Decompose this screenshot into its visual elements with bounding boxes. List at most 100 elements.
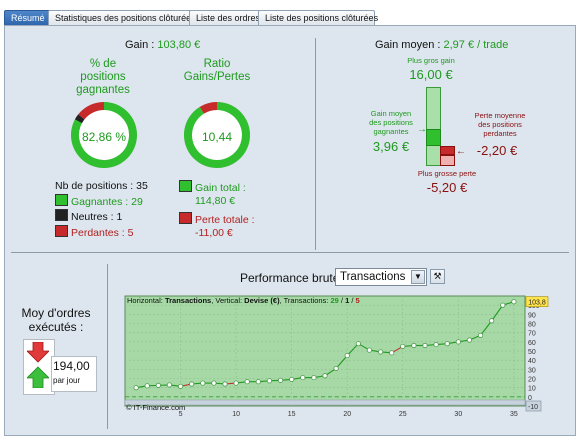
- orders-title: Moy d'ordres exécutés :: [21, 306, 91, 334]
- y-tick-label: 70: [528, 331, 536, 338]
- avg-loss-value: -2,20 €: [476, 143, 518, 158]
- data-point: [444, 341, 450, 347]
- avg-loss-label: Perte moyenne des positions perdantes: [474, 111, 526, 138]
- chart-scrollbar: [124, 399, 526, 406]
- data-point: [511, 299, 517, 305]
- total-gain-label: Gain total :: [195, 182, 246, 194]
- y-tick-label: 40: [528, 358, 536, 365]
- gain-summary: Gain : 103,80 €: [125, 39, 200, 51]
- vertical-divider: [315, 38, 316, 250]
- chevron-down-icon[interactable]: ▼: [411, 270, 425, 284]
- total-loss-value: -11,00 €: [195, 227, 233, 239]
- data-point: [177, 383, 184, 389]
- data-point: [144, 383, 150, 389]
- total-gain-value: 114,80 €: [195, 195, 236, 207]
- data-point: [311, 374, 317, 381]
- performance-select[interactable]: Transactions ▼: [335, 268, 427, 286]
- y-tick-label: 60: [528, 340, 536, 347]
- series-segment: [491, 304, 504, 322]
- tab-closed-positions-list[interactable]: Liste des positions clôturées: [258, 10, 378, 25]
- positions-legend: Nb de positions : 35 Gagnantes : 29 Neut…: [55, 180, 148, 240]
- x-tick-label: 30: [454, 411, 462, 418]
- last-value-tag: [525, 296, 549, 307]
- data-point: [422, 342, 428, 349]
- data-point: [222, 381, 228, 387]
- last-value-label: 103,8: [528, 300, 546, 307]
- win-pct-title: % de positions gagnantes: [76, 58, 130, 96]
- avg-gain-bar: [426, 129, 441, 146]
- series-segment: [346, 343, 359, 356]
- donut-loss-segment: [199, 102, 218, 114]
- data-point: [289, 376, 295, 383]
- data-point: [355, 341, 361, 347]
- positions-count: Nb de positions : 35: [55, 180, 148, 192]
- y-tick-label: 10: [528, 386, 536, 393]
- ratio-value: 10,44: [201, 130, 233, 144]
- losing-count: Perdantes : 5: [71, 226, 134, 239]
- series-segment: [335, 355, 348, 369]
- neg-value-tag: [525, 400, 542, 412]
- data-point: [455, 339, 461, 345]
- y-tick-label: 30: [528, 367, 536, 374]
- summary-panel: Gain : 103,80 € % de positions gagnantes…: [4, 25, 576, 436]
- x-tick-label: 10: [232, 411, 240, 418]
- donut-neutral-segment: [74, 114, 85, 124]
- donut-gain-segment: [184, 102, 250, 168]
- win-pct-value: 82,86 %: [81, 130, 127, 144]
- data-point: [377, 349, 384, 355]
- biggest-gain-bar: [426, 87, 441, 166]
- x-tick-label: 15: [288, 411, 296, 418]
- data-point: [133, 385, 139, 391]
- neg-value-label: -10: [528, 404, 538, 411]
- biggest-loss-bar: [440, 155, 455, 166]
- avg-gain-value: 2,97 € / trade: [443, 39, 509, 51]
- data-point: [366, 347, 373, 353]
- x-tick-label: 35: [510, 411, 518, 418]
- x-tick-label: 20: [343, 411, 351, 418]
- winning-swatch: [55, 193, 68, 206]
- orders-value-box: [51, 356, 97, 392]
- avg-loss-arrow-icon: ←: [456, 146, 466, 157]
- y-tick-label: 90: [528, 312, 536, 319]
- data-point: [255, 379, 261, 385]
- biggest-gain-label: Plus gros gain: [407, 56, 455, 65]
- orders-value: 194,00: [53, 359, 90, 373]
- data-point: [433, 341, 439, 348]
- horizontal-divider: [11, 252, 569, 253]
- neutral-count: Neutres : 1: [71, 211, 123, 223]
- data-point: [244, 379, 250, 385]
- data-point: [155, 382, 161, 388]
- data-point: [333, 365, 339, 372]
- winning-count: Gagnantes : 29: [71, 195, 143, 208]
- settings-wrench-icon[interactable]: ⚒: [430, 269, 445, 284]
- data-point: [400, 343, 406, 350]
- avg-loss-bar: [440, 146, 455, 155]
- biggest-loss-value: -5,20 €: [426, 180, 468, 195]
- ratio-title: Ratio Gains/Pertes: [183, 58, 251, 83]
- data-point: [266, 378, 273, 384]
- data-point: [233, 380, 239, 386]
- donut-loss-segment: [78, 102, 105, 120]
- data-point: [411, 342, 417, 349]
- data-point: [389, 350, 395, 356]
- y-tick-label: 80: [528, 322, 536, 329]
- performance-select-value: Transactions: [340, 271, 406, 283]
- y-tick-label: 20: [528, 377, 536, 384]
- tab-orders-list[interactable]: Liste des ordres: [189, 10, 265, 25]
- data-point: [277, 377, 284, 383]
- avg-win-value: 3,96 €: [372, 139, 410, 154]
- chart-info: Horizontal: Transactions, Vertical: Devi…: [127, 296, 360, 305]
- neutral-swatch: [55, 209, 68, 221]
- total-gain-swatch: [179, 180, 192, 192]
- series-segment: [480, 320, 493, 336]
- data-point: [489, 318, 495, 324]
- ratio-donut: [184, 102, 250, 168]
- tab-closed-positions-stats[interactable]: Statistiques des positions clôturées: [48, 10, 196, 25]
- chart-copyright: © IT-Finance.com: [126, 403, 186, 412]
- avg-gain-arrow-icon: →: [417, 124, 427, 135]
- data-point: [300, 374, 306, 381]
- data-point: [322, 373, 328, 379]
- donut-win-segment: [71, 102, 137, 168]
- data-point: [189, 381, 195, 387]
- gain-label: Gain :: [125, 39, 155, 51]
